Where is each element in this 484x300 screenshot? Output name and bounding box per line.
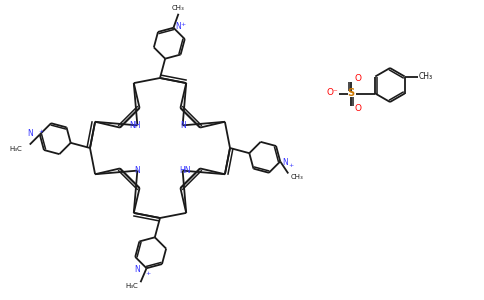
Text: O: O [354, 74, 361, 83]
Text: N: N [27, 129, 33, 138]
Text: +: + [146, 271, 151, 276]
Text: N: N [135, 166, 140, 175]
Text: N: N [176, 22, 181, 31]
Text: CH₃: CH₃ [419, 72, 433, 81]
Text: +: + [288, 163, 293, 168]
Text: N: N [180, 121, 185, 130]
Text: CH₃: CH₃ [290, 175, 303, 181]
Text: O⁻: O⁻ [327, 88, 338, 97]
Text: H₃C: H₃C [9, 146, 22, 152]
Text: NH: NH [130, 121, 141, 130]
Text: S: S [348, 88, 355, 98]
Text: +: + [181, 22, 186, 27]
Text: +: + [39, 129, 44, 134]
Text: HN: HN [179, 166, 190, 175]
Text: N: N [282, 158, 288, 167]
Text: O: O [354, 104, 361, 113]
Text: H₃C: H₃C [126, 283, 138, 289]
Text: N: N [134, 265, 139, 274]
Text: CH₃: CH₃ [172, 5, 185, 11]
